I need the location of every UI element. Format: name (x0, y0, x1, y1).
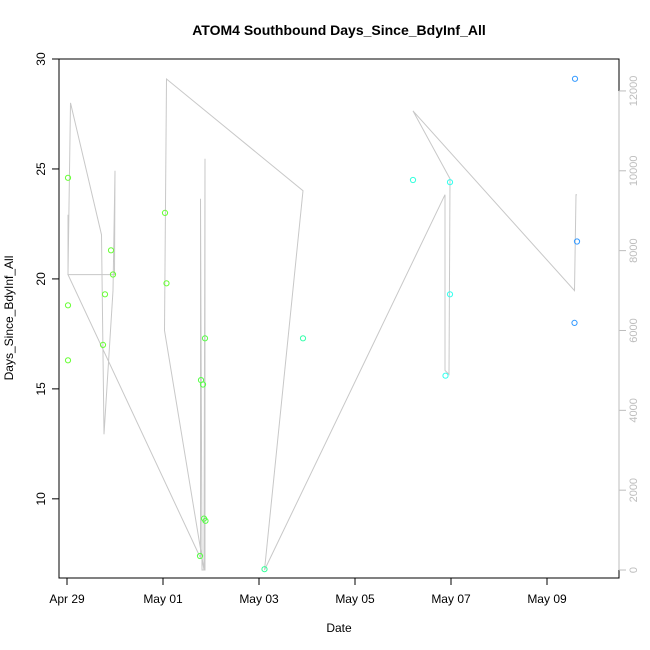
y-right-tick-label: 12000 (628, 76, 640, 107)
data-point (109, 271, 117, 278)
data-point (571, 319, 578, 326)
y-left-tick-label: 10 (34, 492, 48, 506)
y-axis-label: Days_Since_BdyInf_All (2, 256, 16, 381)
y-axis-right: 0 2000 4000 6000 8000 10000 12000 (618, 76, 640, 573)
data-point (446, 291, 454, 298)
x-tick-label: May 05 (335, 592, 375, 606)
data-point (201, 335, 209, 342)
y-left-tick-label: 25 (34, 162, 48, 176)
data-point (446, 179, 454, 186)
y-left-tick-label: 15 (34, 382, 48, 396)
y-right-tick-label: 8000 (628, 238, 640, 262)
data-point (163, 280, 170, 287)
data-point (299, 335, 307, 342)
y-right-tick-label: 6000 (628, 318, 640, 342)
x-tick-label: May 09 (527, 592, 567, 606)
data-point (199, 381, 207, 388)
data-point (409, 176, 417, 184)
y-axis-left: 10 15 20 25 30 (34, 52, 60, 506)
data-point (261, 566, 268, 573)
y-right-tick-label: 2000 (628, 478, 640, 502)
data-point (64, 174, 72, 181)
x-tick-label: Apr 29 (49, 592, 85, 606)
data-point (107, 247, 115, 254)
data-point (196, 552, 204, 560)
series-line (67, 77, 577, 571)
data-point (571, 75, 579, 82)
y-right-tick-label: 0 (628, 567, 640, 573)
x-tick-label: May 07 (431, 592, 471, 606)
y-left-tick-label: 30 (34, 52, 48, 66)
plot-frame (58, 58, 620, 579)
x-tick-label: May 03 (239, 592, 279, 606)
points-layer (64, 75, 581, 573)
x-axis-label: Date (326, 621, 352, 635)
x-tick-label: May 01 (143, 592, 183, 606)
data-point (161, 209, 169, 216)
chart-title: ATOM4 Southbound Days_Since_BdyInf_All (192, 22, 486, 38)
y-right-tick-label: 10000 (628, 155, 640, 186)
data-point (202, 517, 209, 524)
data-point (573, 238, 581, 245)
data-point (64, 302, 72, 309)
y-right-tick-label: 4000 (628, 398, 640, 422)
data-point (99, 341, 107, 348)
data-point (64, 357, 72, 364)
data-point (101, 291, 109, 298)
series-line-layer (67, 77, 577, 571)
y-left-tick-label: 20 (34, 272, 48, 286)
x-axis: Apr 29 May 01 May 03 May 05 May 07 May 09 (49, 577, 567, 606)
data-point (442, 372, 449, 379)
